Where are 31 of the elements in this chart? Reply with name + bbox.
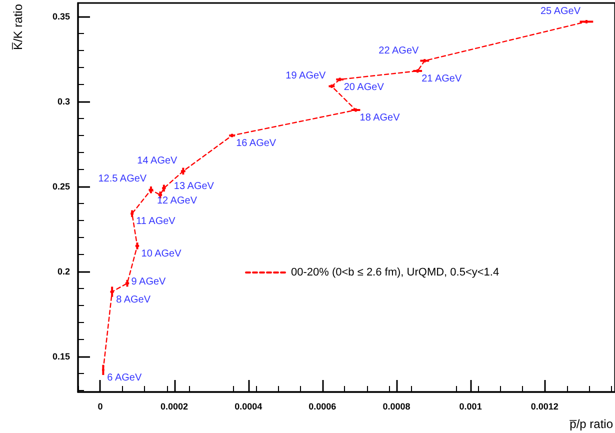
annotation: 22 AGeV — [378, 45, 419, 56]
annotation: 21 AGeV — [422, 73, 462, 84]
x-tick-label: 0.0006 — [308, 402, 336, 412]
annotation: 18 AGeV — [360, 112, 400, 124]
x-tick-label: 0.0004 — [234, 402, 262, 412]
y-tick-label: 0.35 — [52, 12, 70, 22]
y-tick-label: 0.3 — [57, 96, 70, 107]
annotation: 12.5 AGeV — [98, 173, 147, 184]
annotation: 11 AGeV — [136, 216, 176, 228]
x-tick-label: 0.001 — [459, 402, 482, 412]
annotation: 10 AGeV — [141, 248, 182, 260]
annotation: 14 AGeV — [137, 156, 178, 167]
annotation: 16 AGeV — [236, 138, 276, 149]
y-tick-label: 0.25 — [52, 181, 70, 192]
annotation: 25 AGeV — [540, 6, 581, 18]
annotation: 19 AGeV — [286, 70, 326, 82]
annotation: 20 AGeV — [344, 82, 384, 93]
x-tick-label: 0.0002 — [160, 402, 188, 412]
y-axis-title: K̅/K ratio — [11, 4, 25, 50]
annotation: 9 AGeV — [131, 276, 166, 288]
legend-label: 00-20% (0<b ≤ 2.6 fm), UrQMD, 0.5<y<1.4 — [291, 266, 500, 278]
annotation: 8 AGeV — [116, 294, 151, 306]
x-axis-title: p̅/p ratio — [569, 417, 614, 431]
annotation: 12 AGeV — [156, 195, 198, 206]
annotation: 6 AGeV — [107, 372, 142, 384]
y-tick-label: 0.15 — [52, 351, 70, 362]
x-tick-label: 0 — [98, 402, 103, 412]
annotation: 13 AGeV — [174, 181, 214, 192]
y-tick-label: 0.2 — [57, 266, 70, 276]
x-tick-label: 0.0012 — [530, 402, 558, 412]
x-tick-label: 0.0008 — [382, 402, 410, 412]
